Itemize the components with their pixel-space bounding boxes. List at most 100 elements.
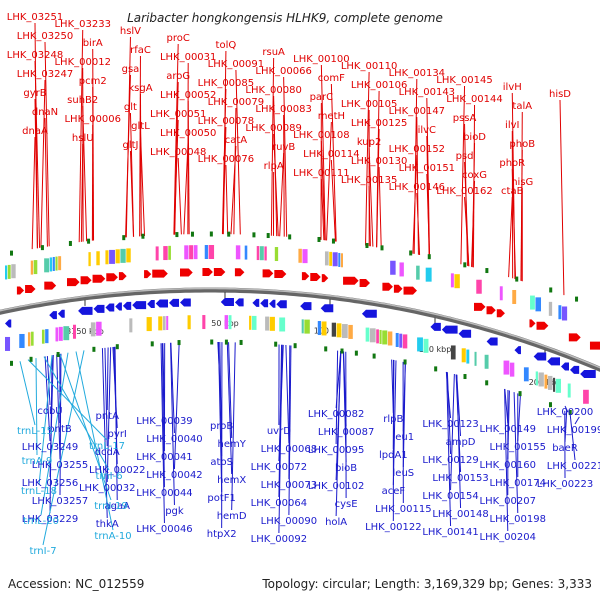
forward-gene-arrow[interactable]	[343, 276, 359, 285]
forward-gene-label[interactable]: LHK_03251	[7, 12, 63, 23]
reverse-gene-label[interactable]: LHK_00141	[422, 527, 478, 538]
forward-cog-block[interactable]	[558, 305, 562, 320]
reverse-cog-block[interactable]	[304, 319, 310, 334]
forward-gene-arrow[interactable]	[536, 321, 549, 330]
forward-cog-block[interactable]	[274, 247, 279, 262]
forward-gene-label[interactable]: LHK_00100	[293, 54, 349, 65]
forward-gene-arrow[interactable]	[106, 273, 118, 282]
forward-gene-label[interactable]: LHK_00130	[351, 156, 407, 167]
forward-cog-block[interactable]	[120, 248, 126, 263]
forward-cog-block[interactable]	[184, 245, 189, 260]
rna-gene-label[interactable]: trnI-7	[29, 546, 56, 557]
reverse-gene-arrow[interactable]	[78, 306, 93, 315]
forward-gene-label[interactable]: ksgA	[128, 83, 152, 94]
forward-gene-arrow[interactable]	[529, 319, 536, 328]
forward-gene-label[interactable]: LHK_00052	[160, 90, 216, 101]
rna-gene-label[interactable]: trnL-18	[21, 486, 57, 497]
forward-gene-label[interactable]: LHK_00051	[150, 109, 206, 120]
forward-gene-label[interactable]: LHK_00162	[436, 186, 492, 197]
reverse-gene-label[interactable]: cysE	[335, 499, 358, 510]
reverse-gene-label[interactable]: LHK_00041	[136, 452, 192, 463]
forward-gene-label[interactable]: LHK_00079	[208, 97, 264, 108]
reverse-gene-label[interactable]: LHK_00068	[261, 444, 317, 455]
reverse-cog-block[interactable]	[523, 367, 529, 382]
forward-gene-arrow[interactable]	[234, 268, 245, 277]
reverse-gene-label[interactable]: LHK_00072	[251, 462, 307, 473]
forward-cog-block[interactable]	[30, 260, 34, 275]
forward-cog-block[interactable]	[105, 250, 109, 265]
reverse-gene-label[interactable]: LHK_00095	[308, 445, 364, 456]
reverse-cog-block[interactable]	[321, 321, 327, 336]
reverse-cog-block[interactable]	[187, 315, 191, 330]
forward-cog-block[interactable]	[88, 252, 91, 267]
reverse-gene-arrow[interactable]	[5, 319, 12, 328]
reverse-gene-label[interactable]: LHK_00087	[318, 427, 374, 438]
rna-gene-label[interactable]: trnL-15	[17, 426, 53, 437]
forward-gene-arrow[interactable]	[403, 286, 417, 295]
forward-gene-label[interactable]: hslU	[72, 133, 94, 144]
reverse-gene-label[interactable]: LHK_00221	[547, 461, 600, 472]
reverse-gene-arrow[interactable]	[276, 300, 287, 309]
forward-cog-block[interactable]	[399, 262, 404, 277]
reverse-cog-block[interactable]	[269, 316, 275, 331]
forward-cog-block[interactable]	[425, 267, 432, 282]
forward-gene-arrow[interactable]	[144, 270, 152, 279]
reverse-gene-arrow[interactable]	[514, 346, 521, 355]
forward-gene-label[interactable]: LHK_00144	[446, 94, 502, 105]
reverse-cog-block[interactable]	[31, 331, 34, 346]
forward-gene-label[interactable]: LHK_00078	[198, 116, 254, 127]
forward-gene-label[interactable]: tolQ	[216, 40, 237, 51]
forward-cog-block[interactable]	[535, 297, 542, 312]
reverse-gene-label[interactable]: LHK_00039	[136, 416, 192, 427]
reverse-gene-label[interactable]: LHK_00022	[89, 465, 145, 476]
reverse-gene-arrow[interactable]	[458, 329, 472, 338]
reverse-cog-block[interactable]	[90, 322, 96, 337]
forward-gene-label[interactable]: rsuA	[262, 47, 285, 58]
forward-gene-arrow[interactable]	[474, 302, 486, 311]
forward-gene-label[interactable]: pssA	[453, 113, 477, 124]
reverse-cog-block[interactable]	[461, 348, 466, 363]
reverse-gene-arrow[interactable]	[260, 299, 269, 308]
forward-gene-label[interactable]: LHK_00085	[198, 78, 254, 89]
reverse-gene-label[interactable]: bioB	[335, 463, 357, 474]
rna-gene-label[interactable]: trnA-9	[22, 456, 53, 467]
forward-cog-block[interactable]	[193, 245, 198, 260]
forward-cog-block[interactable]	[512, 289, 517, 304]
reverse-gene-label[interactable]: LHK_03255	[32, 460, 88, 471]
forward-gene-label[interactable]: birA	[83, 38, 103, 49]
forward-cog-block[interactable]	[155, 246, 159, 261]
reverse-cog-block[interactable]	[376, 329, 379, 344]
feature-labels[interactable]: LHK_03251 LHK_03250 LHK_03248 LHK_03247 gyrB…	[7, 12, 600, 557]
reverse-cog-block[interactable]	[365, 327, 370, 342]
reverse-cog-block[interactable]	[63, 326, 70, 341]
reverse-gene-label[interactable]: LHK_00102	[308, 481, 364, 492]
reverse-gene-arrow[interactable]	[115, 302, 122, 311]
reverse-gene-label[interactable]: LHK_00153	[432, 473, 488, 484]
forward-gene-label[interactable]: LHK_00048	[150, 147, 206, 158]
forward-gene-label[interactable]: ilvH	[503, 82, 522, 93]
forward-gene-label[interactable]: suhB2	[67, 95, 98, 106]
reverse-cog-block[interactable]	[395, 332, 399, 347]
forward-cog-block[interactable]	[204, 245, 208, 260]
reverse-gene-label[interactable]: LHK_03249	[22, 442, 78, 453]
forward-gene-label[interactable]: LHK_00106	[351, 80, 407, 91]
reverse-cog-block[interactable]	[336, 323, 342, 338]
rna-gene-label[interactable]: trnL-20	[23, 516, 59, 527]
reverse-cog-block[interactable]	[466, 349, 470, 364]
forward-gene-label[interactable]: LHK_00083	[255, 104, 311, 115]
reverse-gene-label[interactable]: LHK_00123	[422, 419, 478, 430]
forward-gene-label[interactable]: kup2	[357, 137, 382, 148]
forward-gene-label[interactable]: gltL	[131, 121, 150, 132]
forward-gene-label[interactable]: gsa	[122, 64, 140, 75]
reverse-gene-label[interactable]: pntA	[95, 411, 119, 422]
forward-cog-block[interactable]	[256, 246, 260, 261]
forward-gene-arrow[interactable]	[180, 268, 193, 277]
forward-gene-arrow[interactable]	[382, 282, 393, 291]
forward-gene-label[interactable]: LHK_00145	[436, 75, 492, 86]
reverse-gene-label[interactable]: hemX	[217, 475, 246, 486]
forward-cog-block[interactable]	[55, 256, 58, 271]
reverse-gene-arrow[interactable]	[49, 311, 57, 320]
reverse-gene-label[interactable]: lpdA1	[379, 450, 408, 461]
forward-gene-label[interactable]: talA	[512, 101, 532, 112]
reverse-gene-arrow[interactable]	[561, 362, 570, 371]
